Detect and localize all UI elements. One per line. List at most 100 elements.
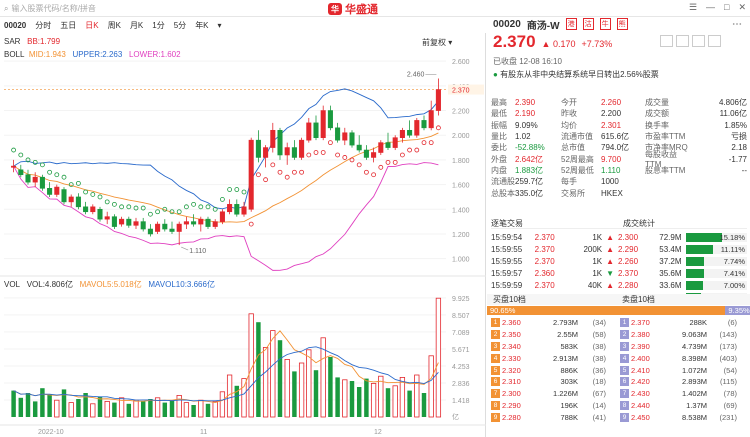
trade-direction-icon: ▼ [606, 268, 615, 278]
price-change-pct: +7.73% [581, 39, 613, 49]
candle-body [248, 139, 254, 210]
maximize-icon[interactable]: □ [724, 2, 730, 12]
tab-daily-k[interactable]: 日K [85, 20, 99, 30]
candle-body [255, 139, 261, 158]
stat-volume: 33.6M [659, 280, 682, 290]
close-icon[interactable]: ✕ [738, 2, 746, 12]
favorite-icon[interactable] [692, 35, 706, 47]
menu-icon[interactable]: ☰ [688, 2, 698, 12]
sar-point [61, 174, 67, 180]
trade-direction-icon: ▲ [606, 232, 615, 242]
candle-body [320, 110, 326, 138]
quote-value: 259.7亿 [515, 177, 544, 187]
minimize-icon[interactable]: — [706, 2, 716, 12]
candle-body [227, 204, 233, 213]
logo-text: 华盛通 [345, 4, 378, 16]
quote-value: 1000 [601, 177, 619, 187]
quote-label: 委比 [491, 143, 507, 153]
sar-point [104, 199, 110, 205]
candle-body [306, 122, 312, 141]
volume-bar [270, 330, 276, 418]
sar-point [291, 169, 297, 175]
candle-body [162, 223, 168, 230]
quote-value: 1.110 [601, 165, 621, 175]
tab-monthly-k[interactable]: 月K [129, 20, 144, 30]
ask-orders: (115) [720, 377, 737, 387]
volume-bar [40, 388, 45, 417]
quote-label: 成交量 [645, 98, 669, 108]
stat-bar: 11.11% [685, 244, 748, 254]
share-icon[interactable] [676, 35, 690, 47]
candle-body [147, 228, 153, 235]
bid-level-icon: 5 [491, 365, 500, 375]
ask-orders: (6) [727, 318, 737, 328]
kline-chart[interactable]: 2.6002.4002.3702.2002.0001.8001.6001.400… [0, 33, 486, 437]
tab-intraday[interactable]: 分时 [35, 20, 52, 30]
search-input[interactable]: ⌕ 输入股票代码/名称/拼音 [4, 2, 194, 15]
volume-bar [76, 399, 81, 417]
logo-icon: 华 [328, 3, 342, 15]
candle-body [54, 186, 60, 195]
tab-trade-stats[interactable]: 成交统计 [623, 219, 655, 228]
sar-point [133, 205, 139, 211]
vol-tick-label: 2.836 [452, 381, 470, 388]
quote-value: 2.200 [601, 109, 622, 119]
ask-price: 2.430 [631, 389, 650, 399]
sar-point [284, 174, 290, 180]
candle-body [284, 147, 290, 156]
note-icon[interactable] [708, 35, 722, 47]
adjust-dropdown[interactable]: 前复权 ▾ [422, 37, 452, 48]
sar-point [227, 187, 233, 192]
sar-point [263, 177, 269, 183]
candle-body [435, 89, 441, 111]
tab-tick-trades[interactable]: 逐笔交易 [491, 219, 523, 228]
ask-title[interactable]: 卖盘10档 [622, 295, 655, 304]
volume-bar [284, 358, 290, 418]
candle-body [205, 218, 211, 227]
candle-body [356, 144, 362, 151]
sar-point [126, 204, 132, 210]
bid-volume: 303K [560, 377, 578, 387]
price-tick-label: 1.600 [452, 183, 470, 190]
sar-point [414, 147, 420, 153]
quote-value: 2.18 [731, 143, 747, 153]
stat-pct: 11.11% [720, 244, 746, 254]
sar-point [356, 162, 362, 168]
tab-five-day[interactable]: 五日 [60, 20, 77, 30]
quote-label: 市净率MRQ [645, 143, 688, 153]
date-label: 11 [200, 429, 207, 436]
tab-yearly-k[interactable]: 年K [195, 20, 209, 30]
chevron-down-icon[interactable]: ▾ [217, 20, 222, 30]
quote-label: 流通股 [491, 177, 515, 187]
sar-point [47, 169, 52, 175]
bid-level-icon: 9 [491, 412, 500, 422]
quote-row: 流通股 259.7亿 每手 1000 [491, 176, 747, 187]
bid-volume: 2.793M [552, 318, 578, 328]
volume-bar [364, 378, 369, 417]
tab-5min[interactable]: 5分 [173, 20, 187, 30]
vol-value: VOL:4.806亿 [26, 280, 73, 289]
candle-body [104, 216, 110, 220]
tab-weekly-k[interactable]: 周K [107, 20, 121, 30]
more-icon[interactable]: ⋯ [732, 18, 742, 30]
candle-body [270, 129, 276, 148]
notice-banner[interactable]: ● 有股东从非中央结算系统早日转出2.56%股票 [493, 69, 659, 80]
ask-level-icon: 3 [620, 341, 629, 351]
search-icon: ⌕ [4, 3, 9, 13]
alert-icon[interactable] [660, 35, 674, 47]
ask-ratio: 9.35% [725, 306, 750, 315]
trade-row: 15:59:54 2.370 1K ▲ 2.300 72.9M 15.18% [491, 231, 748, 243]
tab-1min[interactable]: 1分 [152, 20, 165, 30]
sar-point [147, 211, 153, 217]
quote-label: 振幅 [491, 120, 507, 130]
trade-time: 15:59:59 [491, 280, 523, 290]
quote-label: 每手 [561, 177, 577, 187]
bid-price: 2.290 [502, 400, 521, 410]
ask-level-icon: 4 [620, 353, 629, 363]
sar-legend: SAR BB:1.799 [4, 37, 60, 46]
quote-value: -- [741, 165, 747, 175]
bid-title[interactable]: 买盘10档 [493, 295, 526, 304]
sar-point [68, 182, 74, 188]
quote-value: -1.77 [728, 154, 747, 164]
toolbar-code: 00020 [4, 20, 27, 30]
